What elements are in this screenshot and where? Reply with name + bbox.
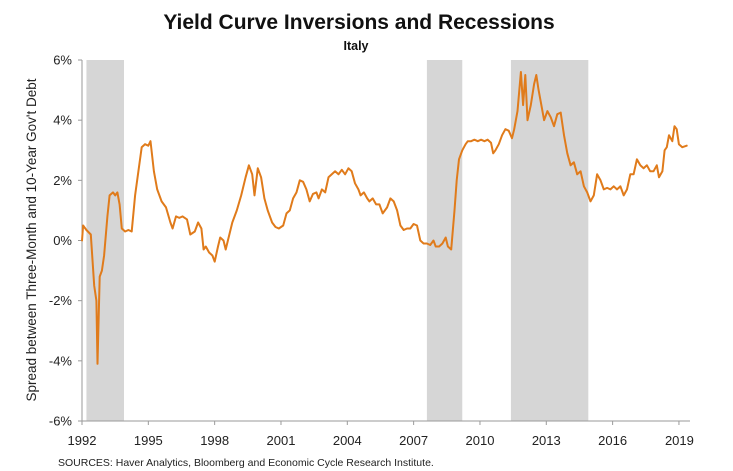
chart-title: Yield Curve Inversions and Recessions [163,11,554,34]
source-note: SOURCES: Haver Analytics, Bloomberg and … [58,457,434,469]
y-tick-label-6: -6% [49,414,73,429]
chart-subtitle: Italy [343,39,368,53]
x-tick-labels: 1992 1995 1998 2001 2004 2007 2010 2013 2016 2019 [68,433,694,448]
x-tick-label-6: 2010 [466,433,495,448]
y-tick-label-5: -4% [49,353,73,368]
y-tick-label-4: -2% [49,293,73,308]
x-tick-label-1: 1995 [134,433,163,448]
y-axis-label: Spread between Three-Month and 10-Year G… [24,78,39,401]
recession-bands [86,60,589,421]
x-tick-label-4: 2004 [333,433,362,448]
series-line-1 [81,71,688,365]
x-tick-label-5: 2007 [399,433,428,448]
x-tick-label-2: 1998 [200,433,229,448]
y-tick-label-2: 2% [53,173,72,188]
recession-band-3 [510,60,589,421]
x-tick-label-8: 2016 [598,433,627,448]
series-lines [81,71,688,365]
x-tick-label-7: 2013 [532,433,561,448]
y-tick-label-3: 0% [53,233,72,248]
axes [78,59,690,425]
x-tick-label-3: 2001 [267,433,296,448]
y-tick-labels: 6% 4% 2% 0% -2% -4% -6% [49,53,73,429]
x-tick-label-0: 1992 [68,433,97,448]
y-tick-label-0: 6% [53,53,72,68]
y-tick-label-1: 4% [53,113,72,128]
x-tick-label-9: 2019 [665,433,694,448]
